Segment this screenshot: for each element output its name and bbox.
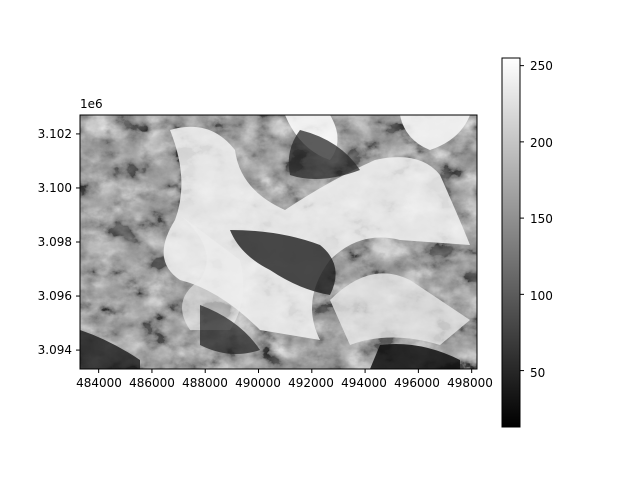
satellite-image (80, 115, 477, 369)
x-tick-label: 490000 (235, 376, 281, 390)
x-tick-label: 488000 (182, 376, 228, 390)
x-tick-marks (98, 369, 473, 373)
colorbar (501, 57, 521, 428)
x-tick-label: 494000 (341, 376, 387, 390)
colorbar-tick-label: 50 (530, 366, 546, 380)
x-tick-label: 486000 (129, 376, 175, 390)
y-tick-label: 3.094 (37, 343, 72, 357)
y-tick-label: 3.100 (37, 181, 72, 195)
colorbar-tick-marks (520, 65, 524, 372)
y-tick-label: 3.102 (37, 127, 72, 141)
colorbar-tick-label: 250 (530, 59, 553, 73)
y-offset-label: 1e6 (80, 97, 103, 111)
colorbar-tick-label: 150 (530, 212, 553, 226)
x-tick-label: 498000 (447, 376, 493, 390)
colorbar-tick-label: 200 (530, 136, 553, 150)
x-tick-label: 484000 (76, 376, 122, 390)
y-tick-marks (76, 133, 80, 351)
x-tick-label: 496000 (394, 376, 440, 390)
y-tick-label: 3.098 (37, 235, 72, 249)
y-tick-label: 3.096 (37, 289, 72, 303)
x-tick-label: 492000 (288, 376, 334, 390)
colorbar-tick-label: 100 (530, 289, 553, 303)
